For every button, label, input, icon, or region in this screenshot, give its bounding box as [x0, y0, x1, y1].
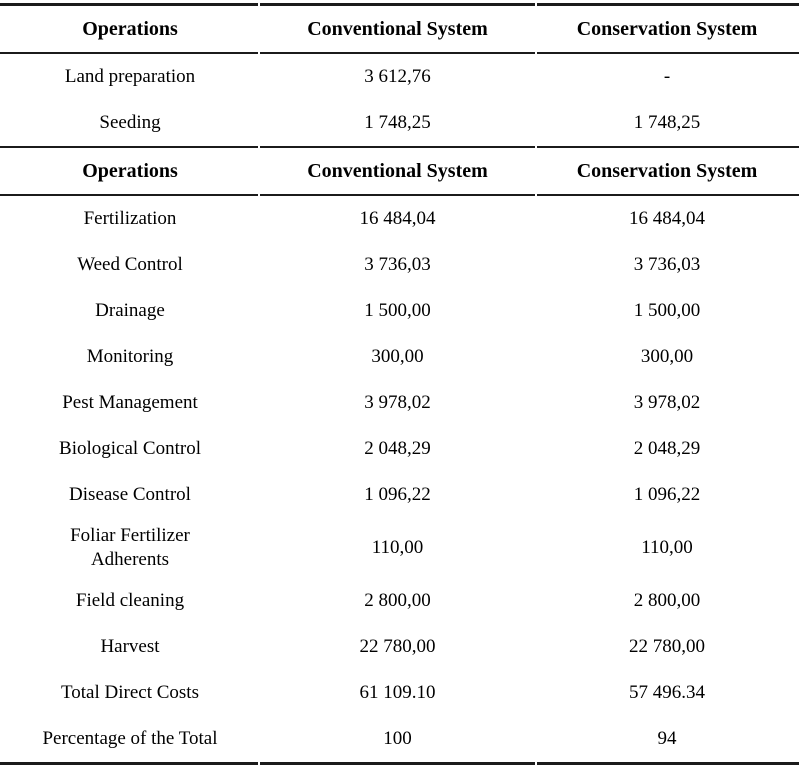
table-row: Land preparation 3 612,76 - — [0, 54, 799, 100]
cell-value: 1 500,00 — [364, 300, 431, 322]
table-row: Percentage of the Total 100 94 — [0, 716, 799, 762]
table-row: Weed Control 3 736,03 3 736,03 — [0, 242, 799, 288]
rule-segment — [260, 761, 535, 765]
column-header-conservation-system: Conservation System — [576, 17, 758, 40]
row-label: Disease Control — [69, 484, 191, 506]
row-label: Fertilization — [83, 208, 177, 230]
rule-segment — [0, 146, 258, 148]
table-row: Seeding 1 748,25 1 748,25 — [0, 100, 799, 146]
cell-value: 22 780,00 — [359, 635, 436, 657]
cell-value: 57 496.34 — [629, 681, 705, 703]
cell-value: 110,00 — [641, 536, 693, 558]
rule-segment — [0, 52, 258, 54]
rule-segment — [260, 194, 535, 196]
row-label: Pest Management — [62, 392, 198, 414]
cell-value: 300,00 — [640, 346, 694, 368]
row-label: Foliar Fertilizer Adherents — [70, 525, 190, 570]
column-header-conventional-system: Conventional System — [307, 17, 488, 40]
header-underline-rule — [0, 194, 799, 196]
rule-segment — [537, 761, 799, 765]
row-label: Seeding — [99, 112, 161, 134]
table-row: Biological Control 2 048,29 2 048,29 — [0, 426, 799, 472]
cell-value: 2 048,29 — [633, 438, 701, 460]
row-label: Total Direct Costs — [61, 681, 199, 703]
cell-value: 3 978,02 — [364, 392, 431, 414]
row-label: Field cleaning — [75, 589, 185, 611]
row-label: Biological Control — [59, 438, 201, 460]
table-row: Total Direct Costs 61 109.10 57 496.34 — [0, 670, 799, 716]
cell-value: 110,00 — [371, 536, 424, 558]
cell-value: 2 800,00 — [364, 589, 431, 611]
cell-value: 94 — [657, 727, 677, 749]
row-label: Monitoring — [86, 346, 174, 368]
table-row: Field cleaning 2 800,00 2 800,00 — [0, 578, 799, 624]
cell-value: 1 748,25 — [633, 112, 701, 134]
row-label: Percentage of the Total — [42, 727, 218, 749]
rule-segment — [537, 194, 799, 196]
row-label: Weed Control — [77, 254, 183, 276]
cell-value: 2 048,29 — [364, 438, 431, 460]
table-row: Harvest 22 780,00 22 780,00 — [0, 624, 799, 670]
cell-value: 300,00 — [371, 346, 424, 368]
table-row: Fertilization 16 484,04 16 484,04 — [0, 196, 799, 242]
table-row: Monitoring 300,00 300,00 — [0, 334, 799, 380]
cell-value: - — [663, 66, 671, 88]
column-header-operations: Operations — [82, 159, 178, 182]
cell-value: 2 800,00 — [633, 589, 701, 611]
rule-segment — [0, 3, 258, 6]
rule-segment — [0, 761, 258, 765]
row-label: Land preparation — [64, 66, 196, 88]
rule-segment — [260, 3, 535, 6]
rule-segment — [537, 3, 799, 6]
table-row: Drainage 1 500,00 1 500,00 — [0, 288, 799, 334]
rule-segment — [260, 52, 535, 54]
bottom-rule — [0, 761, 799, 765]
column-header-operations: Operations — [82, 17, 178, 40]
cell-value: 1 096,22 — [364, 484, 431, 506]
cell-value: 1 096,22 — [633, 484, 701, 506]
section-divider-rule — [0, 146, 799, 148]
cell-value: 3 612,76 — [364, 66, 431, 88]
cell-value: 1 748,25 — [364, 112, 431, 134]
column-header-conventional-system: Conventional System — [307, 159, 488, 182]
table-row: Disease Control 1 096,22 1 096,22 — [0, 472, 799, 518]
cell-value: 3 736,03 — [364, 254, 431, 276]
row-label: Drainage — [95, 300, 165, 322]
cell-value: 100 — [383, 727, 412, 749]
rule-segment — [260, 146, 535, 148]
cell-value: 3 736,03 — [633, 254, 701, 276]
column-header-conservation-system: Conservation System — [576, 159, 758, 182]
header-underline-rule — [0, 52, 799, 54]
cell-value: 3 978,02 — [633, 392, 701, 414]
header-row: Operations Conventional System Conservatio… — [0, 148, 799, 194]
rule-segment — [537, 52, 799, 54]
rule-segment — [537, 146, 799, 148]
cell-value: 16 484,04 — [629, 208, 705, 230]
table-row: Pest Management 3 978,02 3 978,02 — [0, 380, 799, 426]
header-row: Operations Conventional System Conservatio… — [0, 6, 799, 52]
rule-segment — [0, 194, 258, 196]
cell-value: 61 109.10 — [359, 681, 436, 703]
cell-value: 22 780,00 — [629, 635, 705, 657]
top-rule — [0, 3, 799, 6]
row-label: Harvest — [100, 635, 160, 657]
table-row: Foliar Fertilizer Adherents 110,00 110,00 — [0, 518, 799, 578]
cell-value: 1 500,00 — [633, 300, 701, 322]
cell-value: 16 484,04 — [359, 208, 436, 230]
